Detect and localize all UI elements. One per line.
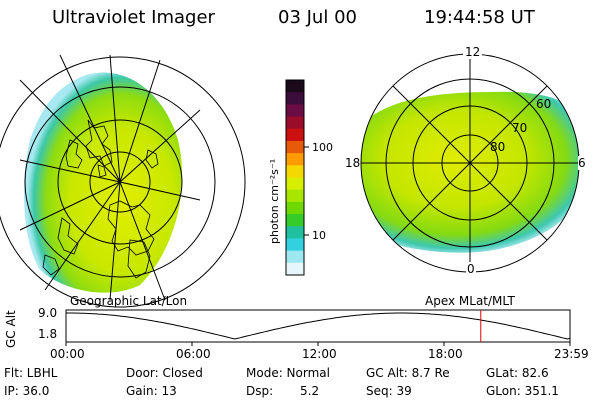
status-dsp-label: Dsp:: [246, 384, 274, 398]
altitude-x-ticks: [65, 342, 571, 346]
colorbar-swatch: [286, 104, 304, 118]
time-label: 19:44:58 UT: [424, 7, 535, 28]
x-tick-1200: 12:00: [302, 347, 337, 361]
altitude-plot-frame: [65, 309, 571, 343]
status-dsp-value: 5.2: [300, 384, 320, 398]
status-door: Door: Closed: [126, 366, 203, 380]
x-tick-2359: 23:59: [554, 347, 589, 361]
instrument-title: Ultraviolet Imager: [52, 7, 215, 28]
colorbar-swatch: [286, 92, 304, 105]
colorbar-swatch: [286, 153, 304, 166]
x-tick-0000: 00:00: [50, 347, 85, 361]
altitude-tick-low: 1.8: [38, 327, 58, 341]
colorbar-swatch: [286, 128, 304, 142]
magnetic-polar-plot: [360, 53, 580, 273]
mlat-label-70: 70: [512, 121, 528, 135]
colorbar-swatch: [286, 177, 304, 191]
altitude-axis-label: GC Alt: [4, 310, 18, 348]
status-seq: Seq: 39: [366, 384, 412, 398]
altitude-curve: [66, 312, 571, 340]
mlat-label-80: 80: [490, 140, 506, 154]
mlat-label-60: 60: [536, 97, 552, 111]
altitude-plot: [65, 309, 571, 346]
colorbar-swatch: [286, 140, 304, 154]
status-gcalt: GC Alt: 8.7 Re: [366, 366, 450, 380]
status-flt: Flt: LBHL: [4, 366, 58, 380]
colorbar-swatch: [286, 226, 304, 239]
geographic-map: [0, 54, 246, 308]
status-gain: Gain: 13: [126, 384, 177, 398]
mlt-label-0: 0: [466, 262, 476, 276]
mlt-label-6: 6: [578, 156, 586, 170]
colorbar-swatch: [286, 250, 304, 264]
x-tick-0600: 06:00: [176, 347, 211, 361]
status-glon: GLon: 351.1: [486, 384, 559, 398]
magnetic-caption: Apex MLat/MLT: [425, 294, 515, 308]
geographic-caption: Geographic Lat/Lon: [70, 294, 188, 308]
colorbar-label-100: 100: [312, 141, 333, 154]
coastlines: [42, 119, 159, 279]
colorbar-swatch: [286, 214, 304, 227]
status-ip: IP: 36.0: [4, 384, 50, 398]
mlt-label-18: 18: [345, 156, 361, 170]
colorbar-swatch: [286, 116, 304, 130]
mlat-mlt-grid: [360, 53, 580, 273]
colorbar-unit-label: photon cm⁻²s⁻¹: [268, 158, 281, 244]
x-tick-1800: 18:00: [428, 347, 463, 361]
status-glat: GLat: 82.6: [486, 366, 549, 380]
altitude-tick-high: 9.0: [38, 306, 58, 320]
aurora-image-mag: [361, 91, 579, 253]
colorbar-swatch: [286, 238, 304, 252]
color-scale-swatches: [286, 80, 304, 276]
aurora-image-geo: [24, 72, 183, 293]
colorbar-swatch: [286, 201, 304, 215]
status-mode: Mode: Normal: [246, 366, 330, 380]
colorbar-swatch: [286, 189, 304, 203]
colorbar-label-10: 10: [312, 229, 326, 242]
date-label: 03 Jul 00: [278, 7, 357, 28]
colorbar-swatch: [286, 165, 304, 178]
colorbar-swatch: [286, 262, 304, 276]
color-scale-bar: [285, 79, 309, 276]
mlt-label-12: 12: [463, 45, 483, 59]
colorbar-swatch: [286, 80, 304, 93]
